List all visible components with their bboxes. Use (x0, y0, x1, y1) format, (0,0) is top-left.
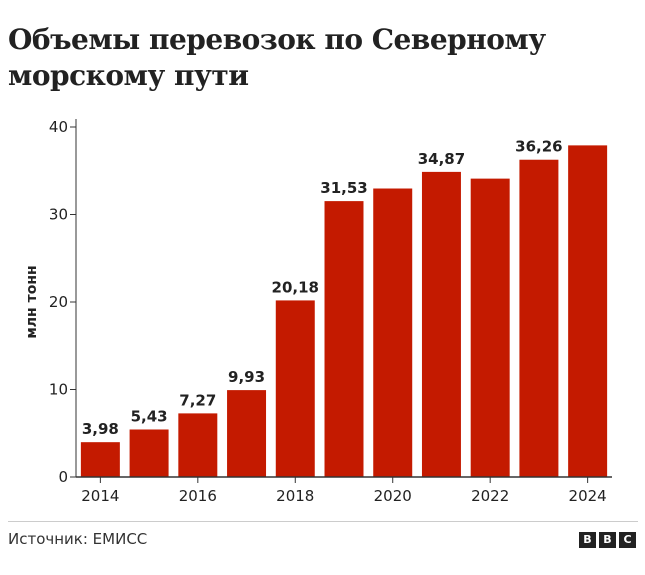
y-axis-label: млн тонн (24, 265, 40, 338)
data-label: 31,53 (320, 179, 367, 197)
y-tick-label: 40 (49, 118, 68, 136)
x-ticks: 2014 2016 2018 2020 2022 2024 (81, 477, 607, 505)
bar (129, 429, 169, 477)
x-tick-label: 2020 (374, 487, 412, 505)
footer-divider (8, 521, 638, 522)
data-label: 20,18 (272, 278, 319, 296)
bar (421, 171, 461, 477)
bar (519, 159, 559, 477)
y-tick-label: 0 (58, 468, 68, 486)
bar (275, 300, 315, 477)
data-label: 9,93 (228, 368, 265, 386)
data-label: 34,87 (418, 150, 465, 168)
y-tick-label: 10 (49, 381, 68, 399)
data-label: 36,26 (515, 138, 562, 156)
x-tick-label: 2018 (276, 487, 314, 505)
bar (178, 413, 218, 477)
bar (80, 442, 120, 477)
bar (470, 178, 510, 477)
y-tick-label: 30 (49, 206, 68, 224)
data-label: 3,98 (82, 420, 119, 438)
x-tick-label: 2022 (471, 487, 509, 505)
logo-letter: B (599, 532, 616, 548)
data-label: 5,43 (131, 407, 168, 425)
bar (324, 201, 364, 478)
x-tick-label: 2014 (81, 487, 119, 505)
y-axis-label-group: млн тонн (24, 265, 40, 338)
x-tick-label: 2016 (179, 487, 217, 505)
logo-letter: B (579, 532, 596, 548)
chart-title: Объемы перевозок по Северному морскому п… (8, 23, 546, 92)
bbc-logo: B B C (579, 532, 636, 548)
bars (80, 145, 608, 478)
data-label: 7,27 (179, 391, 216, 409)
logo-letter: C (619, 532, 636, 548)
data-labels: 3,98 5,43 7,27 9,93 20,18 31,53 34,87 36,26 (82, 138, 563, 438)
bar (568, 145, 608, 477)
source-note: Источник: ЕМИСС (8, 530, 148, 548)
x-tick-label: 2024 (569, 487, 607, 505)
y-tick-label: 20 (49, 293, 68, 311)
bar (227, 390, 267, 477)
y-ticks: 0 10 20 30 40 (49, 118, 76, 486)
bar (373, 188, 413, 477)
bar-chart: млн тонн 0 10 20 30 40 3,98 5,43 7,27 9,93 20,18… (24, 118, 612, 505)
